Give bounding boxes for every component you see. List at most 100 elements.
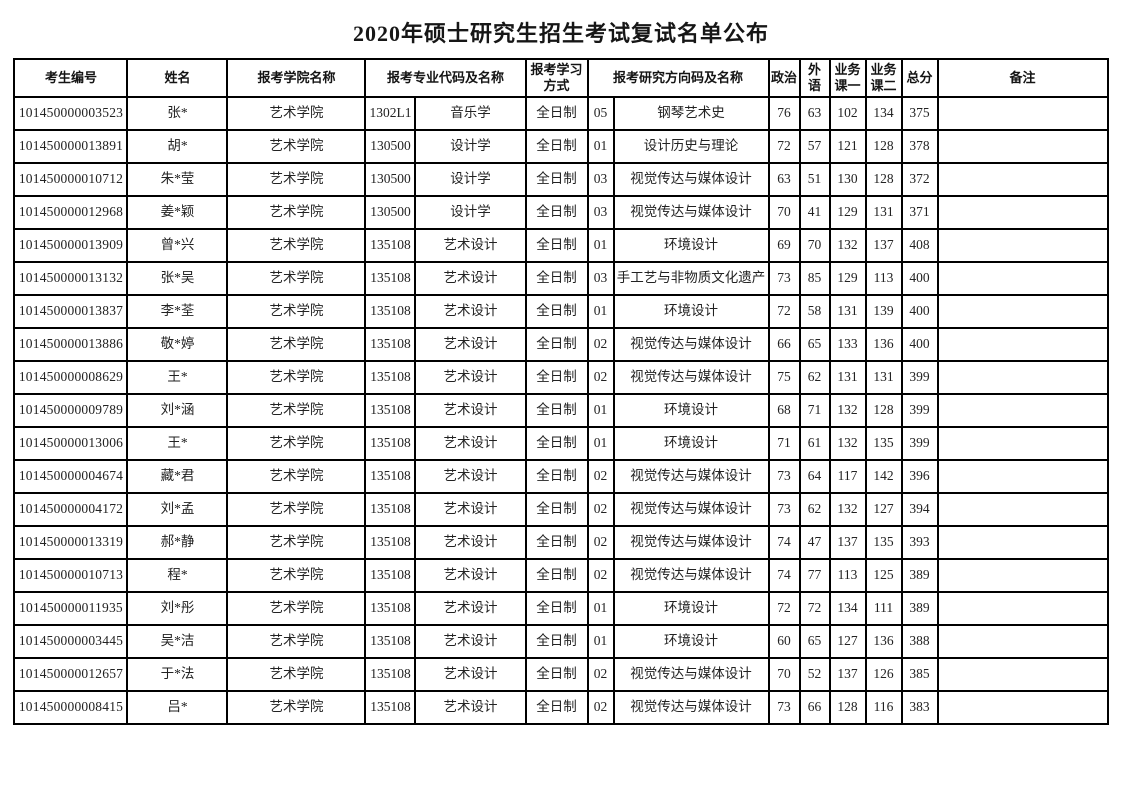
cell-total: 396 bbox=[900, 459, 939, 494]
cell-college: 艺术学院 bbox=[226, 591, 367, 626]
cell-name: 刘*孟 bbox=[126, 492, 229, 527]
cell-id: 101450000008415 bbox=[13, 690, 129, 725]
cell-id: 101450000003523 bbox=[13, 96, 129, 131]
cell-dir-name: 视觉传达与媒体设计 bbox=[612, 459, 770, 494]
cell-course1: 121 bbox=[828, 129, 867, 164]
cell-dir-code: 03 bbox=[586, 261, 615, 296]
cell-dir-name: 视觉传达与媒体设计 bbox=[612, 525, 770, 560]
cell-remark bbox=[936, 624, 1109, 659]
cell-course2: 113 bbox=[864, 261, 903, 296]
cell-major-code: 135108 bbox=[364, 492, 417, 527]
cell-college: 艺术学院 bbox=[226, 657, 367, 692]
cell-dir-code: 01 bbox=[586, 393, 615, 428]
cell-major-name: 艺术设计 bbox=[414, 657, 527, 692]
cell-mode: 全日制 bbox=[524, 294, 589, 329]
cell-remark bbox=[936, 426, 1109, 461]
cell-name: 曾*兴 bbox=[126, 228, 229, 263]
table-row: 101450000009789 刘*涵 艺术学院 135108 艺术设计 全日制 01 环境设… bbox=[13, 393, 1109, 428]
cell-remark bbox=[936, 129, 1109, 164]
header-research-direction: 报考研究方向码及名称 bbox=[586, 58, 770, 98]
table-row: 101450000013132 张*吴 艺术学院 135108 艺术设计 全日制 03 手工艺… bbox=[13, 261, 1109, 296]
cell-college: 艺术学院 bbox=[226, 492, 367, 527]
cell-dir-code: 03 bbox=[586, 195, 615, 230]
cell-major-code: 130500 bbox=[364, 162, 417, 197]
cell-course1: 117 bbox=[828, 459, 867, 494]
cell-dir-name: 视觉传达与媒体设计 bbox=[612, 492, 770, 527]
table-row: 101450000013886 敬*婷 艺术学院 135108 艺术设计 全日制 02 视觉传… bbox=[13, 327, 1109, 362]
cell-foreign: 41 bbox=[798, 195, 831, 230]
cell-course1: 102 bbox=[828, 96, 867, 131]
cell-dir-code: 02 bbox=[586, 360, 615, 395]
cell-major-code: 130500 bbox=[364, 195, 417, 230]
cell-dir-name: 视觉传达与媒体设计 bbox=[612, 558, 770, 593]
cell-foreign: 66 bbox=[798, 690, 831, 725]
cell-total: 371 bbox=[900, 195, 939, 230]
cell-foreign: 58 bbox=[798, 294, 831, 329]
cell-total: 399 bbox=[900, 426, 939, 461]
cell-dir-name: 环境设计 bbox=[612, 393, 770, 428]
cell-politics: 72 bbox=[767, 294, 801, 329]
cell-course1: 129 bbox=[828, 195, 867, 230]
cell-total: 388 bbox=[900, 624, 939, 659]
cell-politics: 68 bbox=[767, 393, 801, 428]
cell-dir-code: 02 bbox=[586, 492, 615, 527]
cell-course2: 125 bbox=[864, 558, 903, 593]
cell-remark bbox=[936, 558, 1109, 593]
cell-id: 101450000004172 bbox=[13, 492, 129, 527]
cell-course1: 128 bbox=[828, 690, 867, 725]
cell-remark bbox=[936, 591, 1109, 626]
cell-remark bbox=[936, 690, 1109, 725]
cell-politics: 71 bbox=[767, 426, 801, 461]
cell-name: 刘*涵 bbox=[126, 393, 229, 428]
cell-mode: 全日制 bbox=[524, 360, 589, 395]
cell-remark bbox=[936, 525, 1109, 560]
cell-mode: 全日制 bbox=[524, 591, 589, 626]
cell-mode: 全日制 bbox=[524, 492, 589, 527]
cell-dir-name: 环境设计 bbox=[612, 624, 770, 659]
table-row: 101450000003523 张* 艺术学院 1302L1 音乐学 全日制 05 钢琴艺术史… bbox=[13, 96, 1109, 131]
cell-college: 艺术学院 bbox=[226, 195, 367, 230]
cell-total: 389 bbox=[900, 558, 939, 593]
cell-major-name: 设计学 bbox=[414, 129, 527, 164]
cell-dir-code: 05 bbox=[586, 96, 615, 131]
cell-politics: 73 bbox=[767, 690, 801, 725]
cell-id: 101450000003445 bbox=[13, 624, 129, 659]
cell-total: 408 bbox=[900, 228, 939, 263]
cell-foreign: 47 bbox=[798, 525, 831, 560]
cell-dir-code: 01 bbox=[586, 294, 615, 329]
cell-major-code: 135108 bbox=[364, 591, 417, 626]
cell-dir-code: 01 bbox=[586, 591, 615, 626]
header-course-one: 业务 课一 bbox=[828, 58, 867, 98]
cell-remark bbox=[936, 393, 1109, 428]
header-politics: 政治 bbox=[767, 58, 801, 98]
cell-remark bbox=[936, 162, 1109, 197]
cell-total: 400 bbox=[900, 261, 939, 296]
cell-major-code: 135108 bbox=[364, 393, 417, 428]
cell-course1: 127 bbox=[828, 624, 867, 659]
cell-mode: 全日制 bbox=[524, 459, 589, 494]
cell-college: 艺术学院 bbox=[226, 690, 367, 725]
cell-major-name: 音乐学 bbox=[414, 96, 527, 131]
cell-name: 姜*颖 bbox=[126, 195, 229, 230]
cell-politics: 73 bbox=[767, 261, 801, 296]
admission-list-table: 考生编号 姓名 报考学院名称 报考专业代码及名称 报考学习 方式 报考研究方向码… bbox=[13, 58, 1109, 725]
cell-college: 艺术学院 bbox=[226, 624, 367, 659]
cell-major-name: 艺术设计 bbox=[414, 690, 527, 725]
cell-major-name: 艺术设计 bbox=[414, 261, 527, 296]
cell-remark bbox=[936, 195, 1109, 230]
cell-dir-name: 环境设计 bbox=[612, 228, 770, 263]
cell-name: 王* bbox=[126, 360, 229, 395]
table-row: 101450000010713 程* 艺术学院 135108 艺术设计 全日制 02 视觉传达… bbox=[13, 558, 1109, 593]
cell-foreign: 62 bbox=[798, 360, 831, 395]
cell-politics: 72 bbox=[767, 129, 801, 164]
cell-course2: 142 bbox=[864, 459, 903, 494]
cell-major-code: 135108 bbox=[364, 525, 417, 560]
cell-foreign: 63 bbox=[798, 96, 831, 131]
cell-total: 399 bbox=[900, 360, 939, 395]
cell-course1: 132 bbox=[828, 228, 867, 263]
cell-name: 吕* bbox=[126, 690, 229, 725]
cell-course2: 111 bbox=[864, 591, 903, 626]
header-college: 报考学院名称 bbox=[226, 58, 367, 98]
header-total-score: 总分 bbox=[900, 58, 939, 98]
cell-id: 101450000009789 bbox=[13, 393, 129, 428]
